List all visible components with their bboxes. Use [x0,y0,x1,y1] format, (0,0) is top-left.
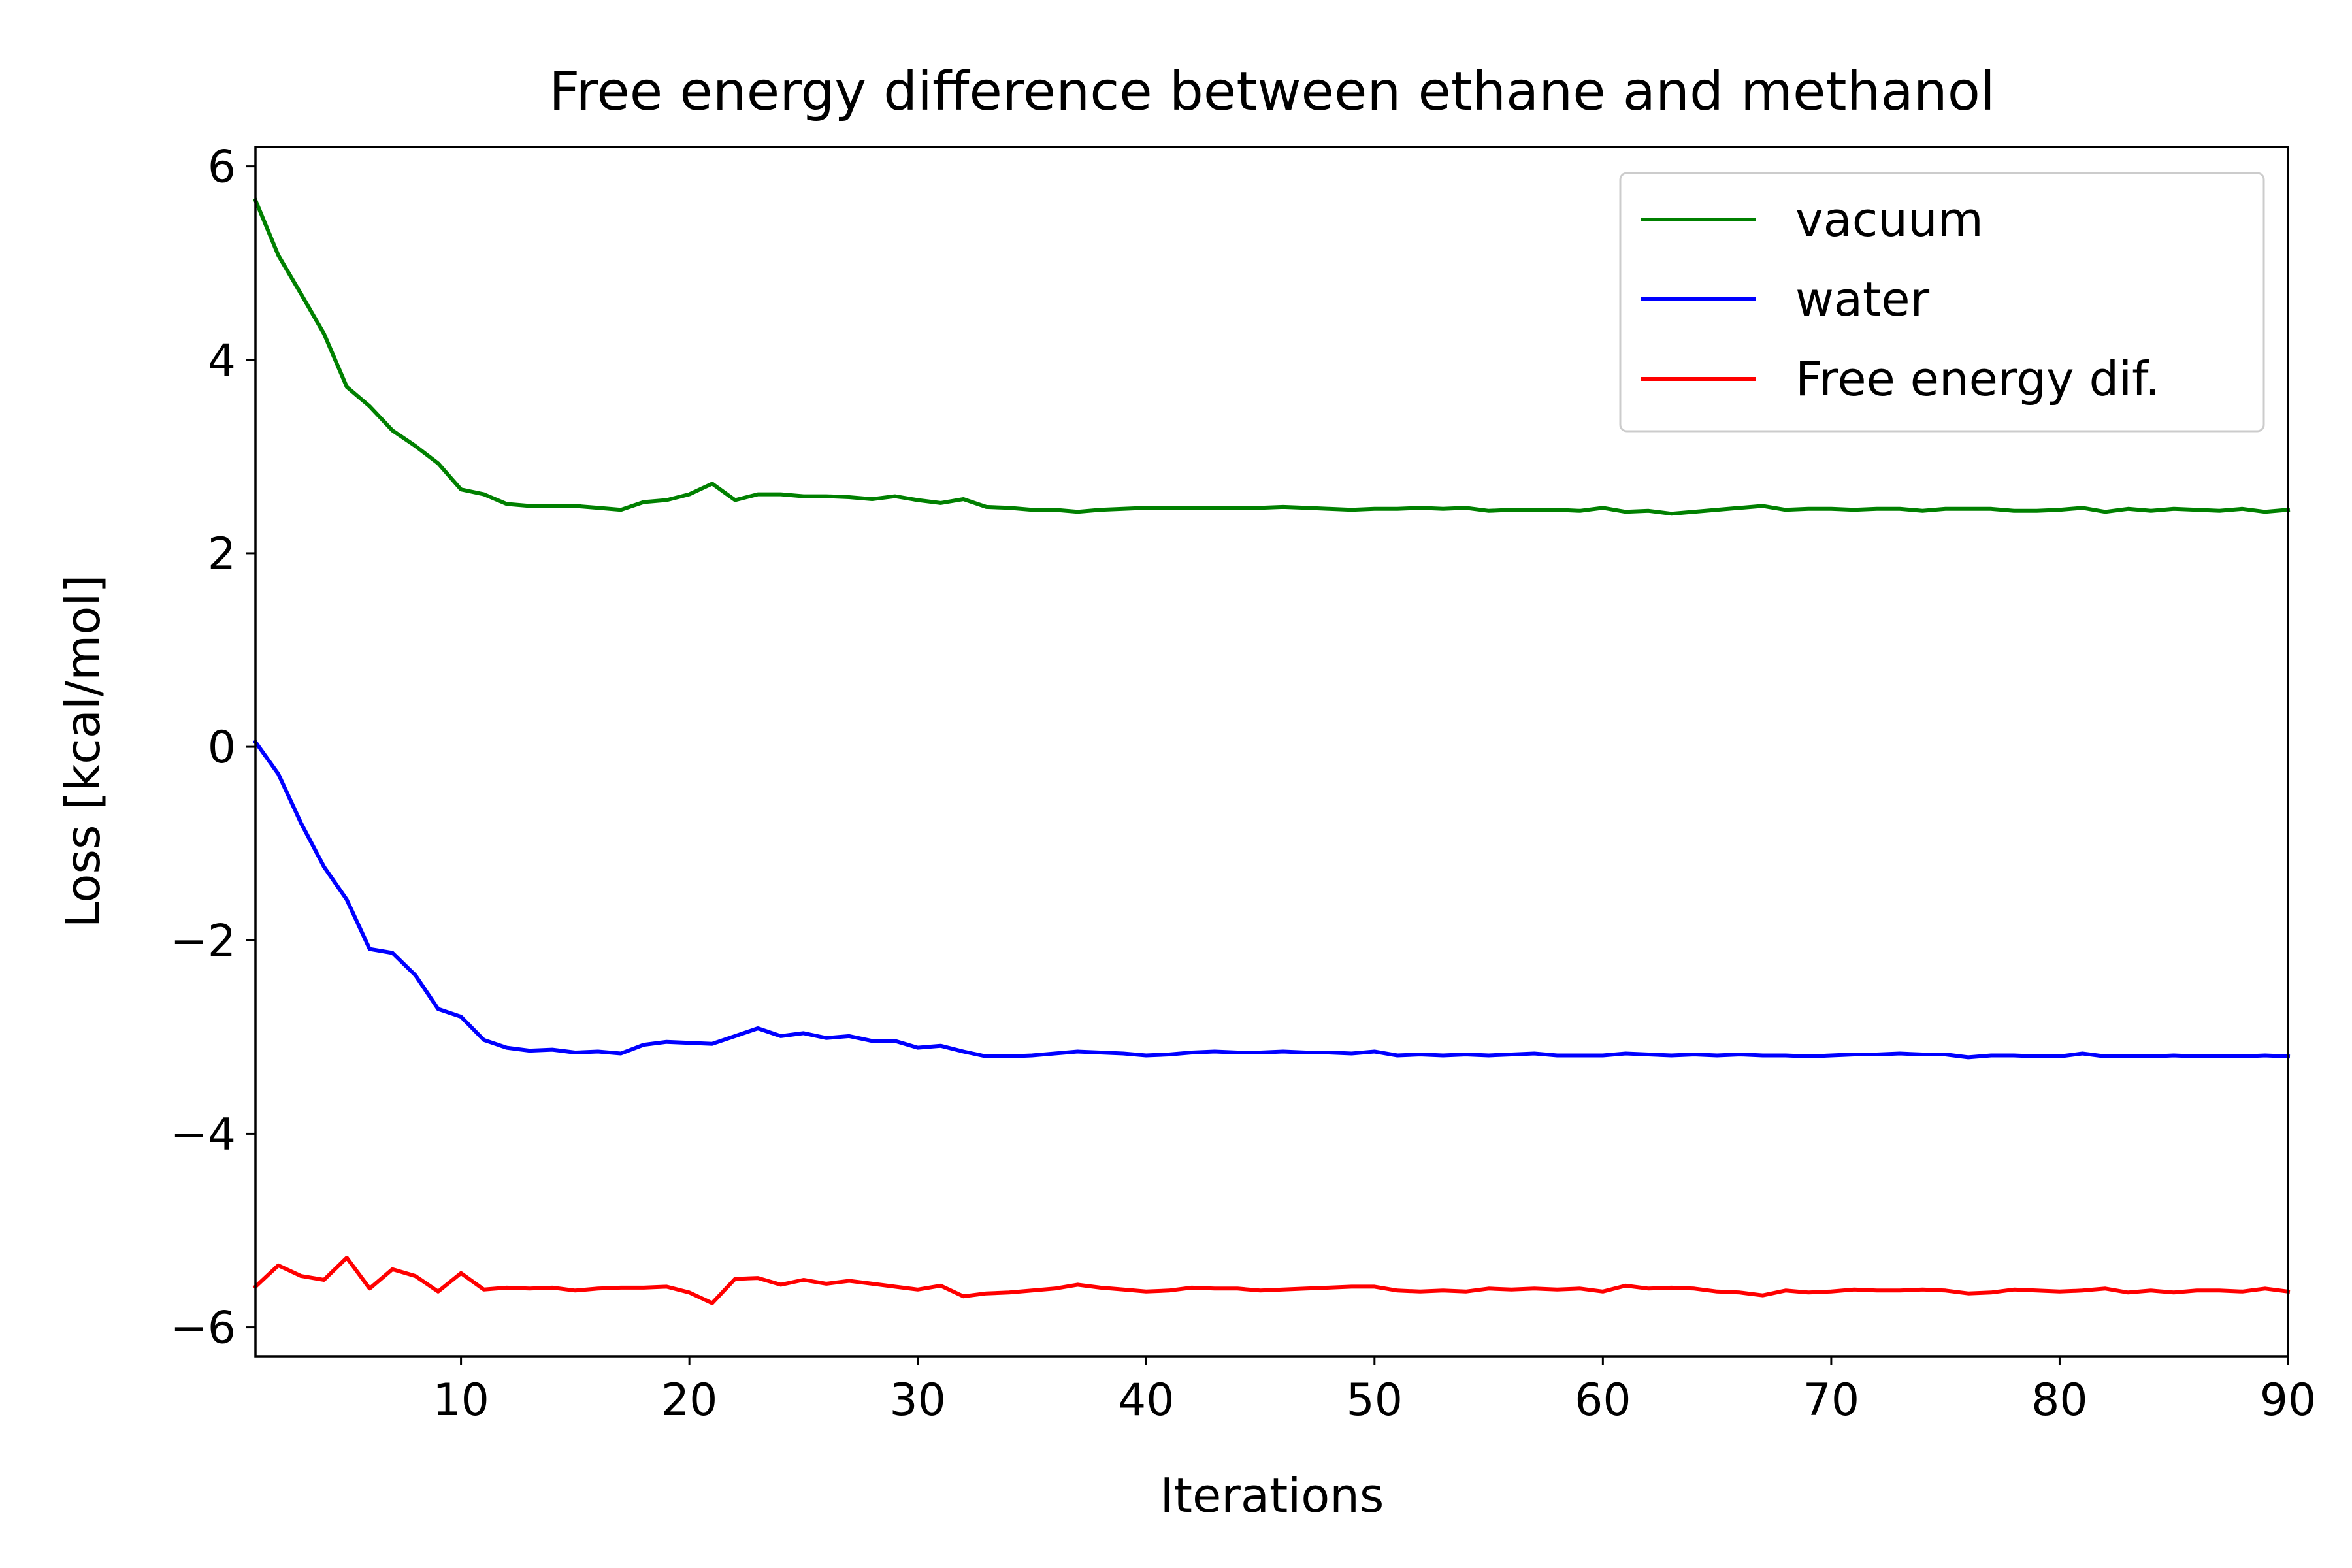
x-tick-label: 70 [1803,1375,1860,1426]
chart-title: Free energy difference between ethane an… [549,61,1995,123]
x-tick-label: 60 [1575,1375,1631,1426]
y-tick-label: 6 [208,142,236,193]
x-tick-label: 50 [1347,1375,1403,1426]
legend: vacuum water Free energy dif. [1619,172,2265,433]
x-tick-label: 20 [661,1375,718,1426]
x-tick-label: 40 [1118,1375,1175,1426]
y-tick-label: 4 [208,335,236,387]
series-line-vacuum [253,197,2291,516]
y-tick-label: −4 [171,1109,236,1160]
y-tick-label: −6 [171,1303,236,1354]
series-line-water [252,739,2291,1060]
y-tick-label: 2 [208,529,236,580]
x-tick-label: 80 [2031,1375,2088,1426]
legend-box [1619,172,2265,433]
plot-frame [254,146,2289,1358]
legend-label-vacuum: vacuum [1795,192,1984,247]
legend-label-free-energy-dif: Free energy dif. [1795,351,2160,406]
y-axis-label: Loss [kcal/mol] [56,575,110,928]
y-tick-label: −2 [171,915,236,967]
y-tick-label: 0 [208,722,236,774]
x-axis-label: Iterations [1160,1468,1384,1523]
series-layer [252,197,2291,1305]
series-line-free-energy-dif [252,1256,2291,1305]
legend-label-water: water [1795,272,1930,327]
x-tick-label: 90 [2260,1375,2317,1426]
x-tick-label: 30 [889,1375,946,1426]
x-tick-label: 10 [433,1375,489,1426]
